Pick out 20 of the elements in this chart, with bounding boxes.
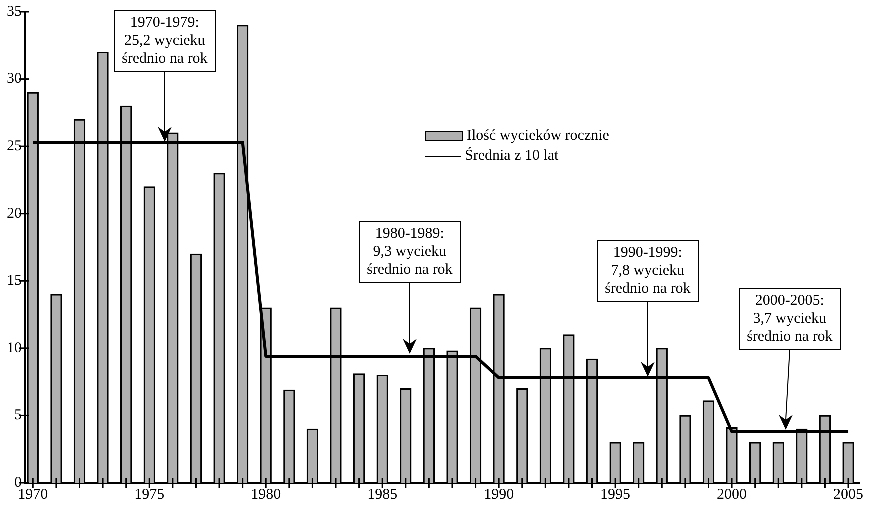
legend-label: Ilość wycieków rocznie [467, 127, 610, 146]
x-tick-label: 1980 [251, 486, 282, 503]
x-tick-label: 1990 [484, 486, 514, 503]
y-tick-label: 30 [7, 71, 22, 88]
x-tick-label: 1995 [600, 486, 631, 503]
y-tick-label: 15 [7, 273, 22, 290]
x-tick-label: 2000 [717, 486, 748, 503]
x-tick-label: 1985 [368, 486, 398, 503]
x-tick-label: 1975 [134, 486, 165, 503]
legend-label: Średnia z 10 lat [465, 146, 559, 166]
y-tick-label: 25 [7, 138, 22, 155]
annotation: 1980-1989: 9,3 wycieku średnio na rok [359, 221, 461, 283]
y-tick-label: 20 [7, 206, 22, 222]
x-tick-label: 2005 [834, 486, 864, 503]
annotation: 2000-2005: 3,7 wycieku średnio na rok [739, 288, 841, 350]
y-tick-label: 35 [7, 4, 22, 20]
annotation: 1970-1979: 25,2 wycieku średnio na rok [114, 10, 216, 72]
y-tick-label: 10 [7, 340, 22, 356]
x-tick-label: 1970 [18, 486, 48, 503]
annotation: 1990-1999: 7,8 wycieku średnio na rok [597, 240, 699, 302]
